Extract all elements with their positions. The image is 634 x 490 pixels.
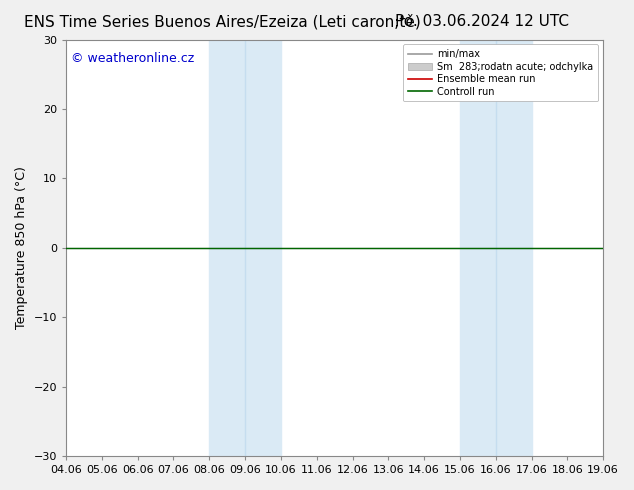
Text: © weatheronline.cz: © weatheronline.cz [72, 52, 195, 65]
Bar [209, 40, 281, 456]
Text: Po. 03.06.2024 12 UTC: Po. 03.06.2024 12 UTC [395, 14, 569, 29]
Legend: min/max, Sm  283;rodatn acute; odchylka, Ensemble mean run, Controll run: min/max, Sm 283;rodatn acute; odchylka, … [403, 45, 598, 101]
Y-axis label: Temperature 850 hPa (°C): Temperature 850 hPa (°C) [15, 166, 28, 329]
Bar [460, 40, 531, 456]
Text: ENS Time Series Buenos Aires/Ezeiza (Leti caron;tě): ENS Time Series Buenos Aires/Ezeiza (Let… [23, 14, 420, 29]
